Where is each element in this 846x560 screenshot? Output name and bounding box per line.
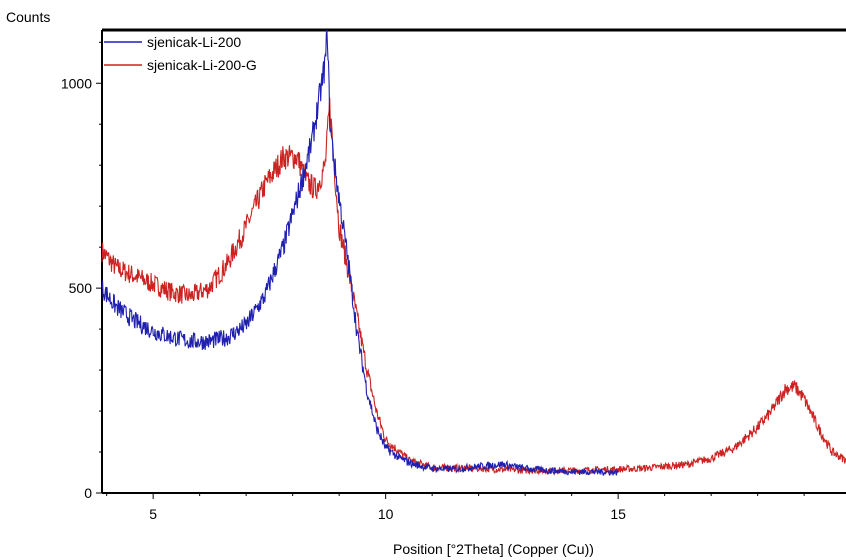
series-line-1 (101, 29, 619, 477)
x-tick-label: 10 (378, 506, 394, 522)
x-tick-label: 5 (149, 506, 157, 522)
x-axis-title: Position [°2Theta] (Copper (Cu)) (393, 541, 594, 557)
ticks-layer: 5 10 15 0 500 1000 (61, 41, 805, 522)
x-tick-label: 15 (610, 506, 626, 522)
y-tick-label: 0 (84, 485, 92, 501)
legend: sjenicak-Li-200 sjenicak-Li-200-G (104, 34, 257, 73)
plot-frame (101, 28, 846, 494)
legend-label-1: sjenicak-Li-200 (147, 34, 241, 50)
y-tick-label: 1000 (61, 75, 92, 91)
y-axis-title: Counts (6, 9, 50, 25)
legend-label-2: sjenicak-Li-200-G (147, 57, 257, 73)
y-tick-label: 500 (69, 280, 93, 296)
series-line-2 (101, 97, 846, 476)
series-layer (101, 29, 846, 477)
